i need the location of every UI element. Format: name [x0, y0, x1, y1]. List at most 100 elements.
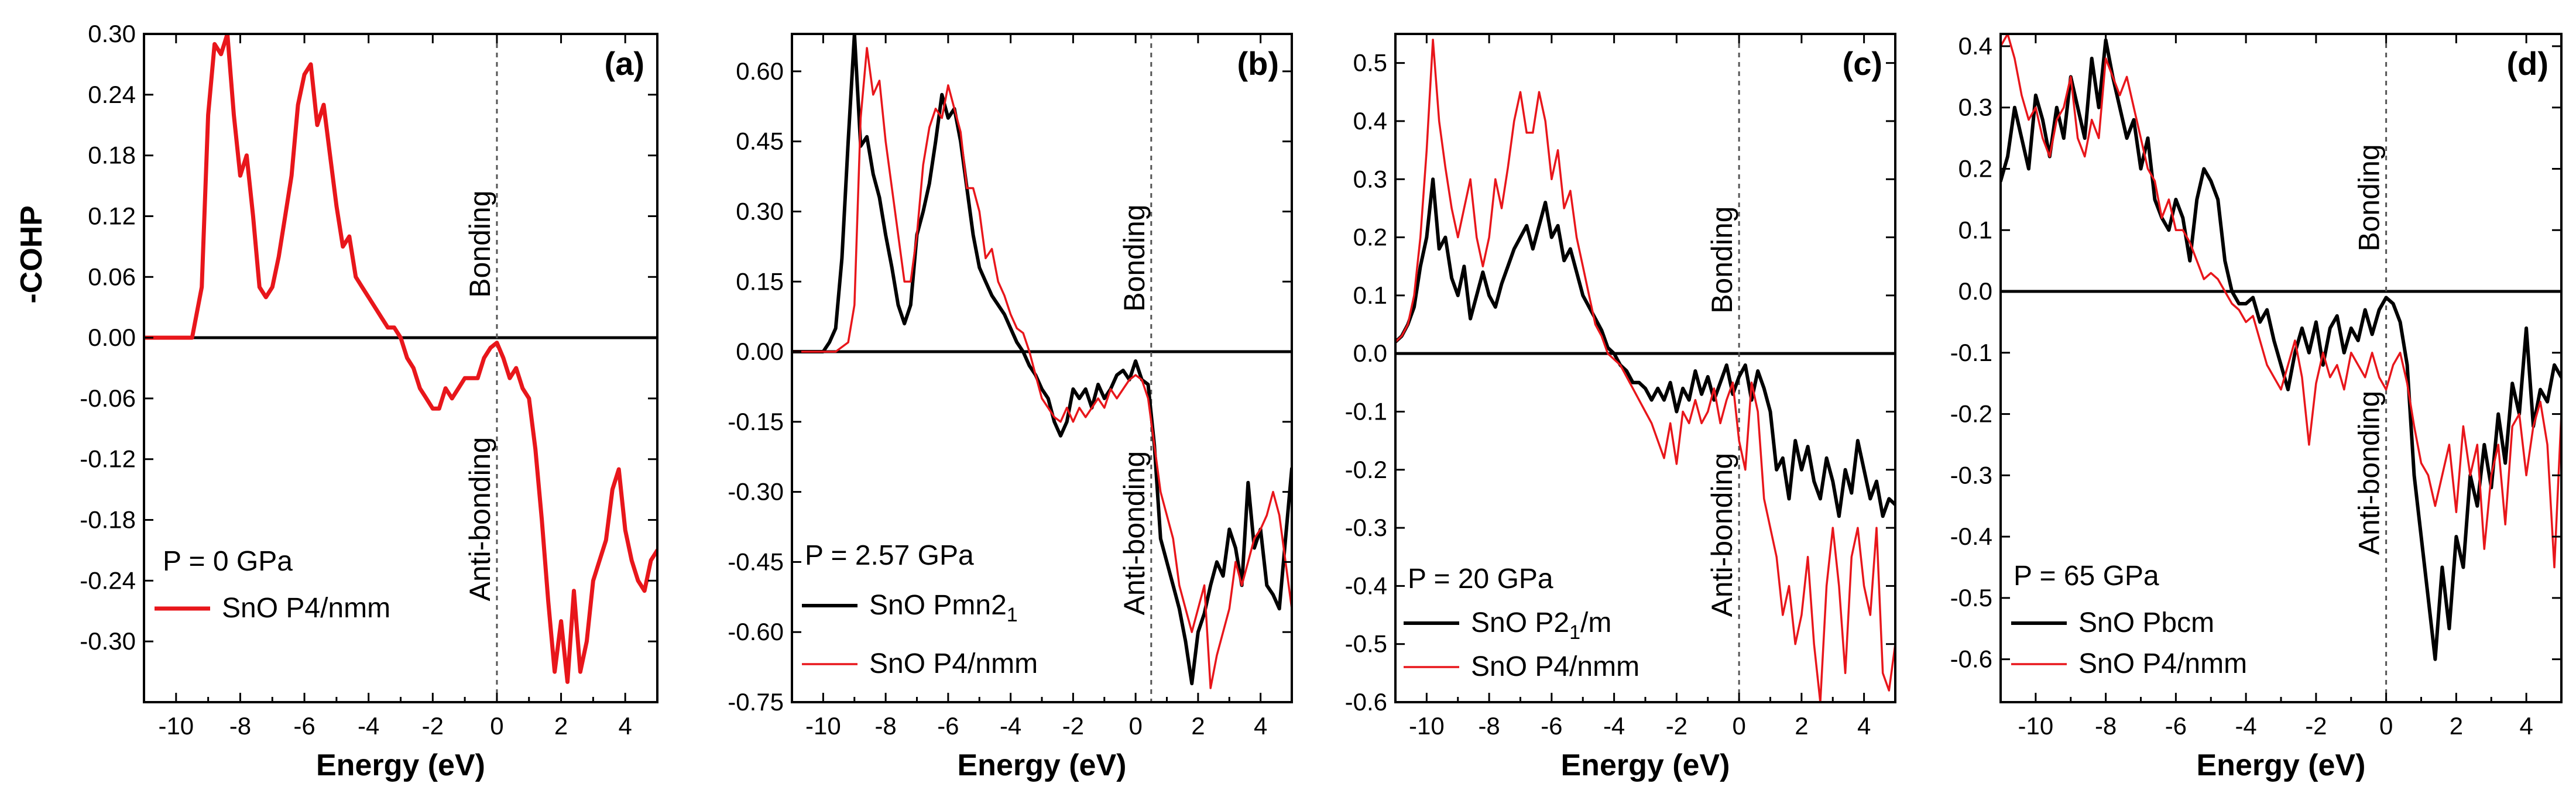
y-tick-label: 0.4 [1958, 32, 1992, 60]
series-line-red [144, 34, 657, 684]
legend-label-main: SnO P4/nmm [869, 648, 1038, 679]
y-tick-label: -0.6 [1950, 645, 1992, 673]
pressure-label: P = 20 GPa [1408, 563, 1553, 594]
x-tick-label: -2 [2305, 712, 2327, 740]
y-tick-label: 0.2 [1353, 224, 1387, 251]
x-tick-label: -4 [2235, 712, 2256, 740]
legend-label-main: SnO P4/nmm [2078, 648, 2247, 679]
legend-label-subscript: 1 [1569, 621, 1580, 644]
y-tick-label: 0.5 [1353, 49, 1387, 77]
series-line-red [1395, 39, 1895, 702]
panel-label: (a) [605, 45, 644, 82]
y-tick-label: -0.5 [1950, 584, 1992, 611]
y-tick-label: 0.06 [88, 263, 136, 290]
series-line-black [792, 34, 1292, 686]
bonding-label: Bonding [464, 190, 496, 298]
y-tick-label: -0.45 [728, 548, 784, 575]
legend-label: SnO P4/nmm [2078, 648, 2247, 679]
y-tick-label: -0.75 [728, 688, 784, 716]
y-tick-label: -0.18 [80, 506, 136, 534]
y-tick-label: 0.4 [1353, 107, 1387, 135]
x-tick-label: -2 [422, 712, 444, 740]
x-tick-label: 2 [1191, 712, 1205, 740]
x-tick-label: -4 [1603, 712, 1625, 740]
x-tick-label: -8 [874, 712, 896, 740]
x-tick-label: -8 [229, 712, 251, 740]
y-tick-label: -0.4 [1345, 572, 1387, 599]
y-tick-label: -0.3 [1345, 514, 1387, 541]
y-tick-label: -0.3 [1950, 461, 1992, 489]
x-tick-label: 4 [619, 712, 632, 740]
legend-label-main: SnO Pbcm [2078, 607, 2214, 638]
y-tick-label: 0.00 [736, 338, 784, 365]
axis-frame [143, 33, 658, 703]
x-tick-label: 2 [554, 712, 568, 740]
series-line-black [1395, 177, 1895, 518]
y-tick-label: -0.2 [1345, 456, 1387, 483]
pressure-label: P = 2.57 GPa [805, 540, 974, 571]
x-tick-label: 0 [490, 712, 503, 740]
y-tick-label: -0.1 [1345, 397, 1387, 425]
y-tick-label: 0.3 [1353, 165, 1387, 193]
x-axis-title: Energy (eV) [2197, 748, 2366, 782]
y-tick-label: 0.00 [88, 324, 136, 351]
y-tick-label: -0.12 [80, 445, 136, 473]
pressure-label: P = 0 GPa [163, 546, 293, 577]
antibonding-label: Anti-bonding [1118, 451, 1151, 616]
legend-label: SnO P4/nmm [869, 648, 1038, 679]
y-tick-label: 0.0 [1353, 339, 1387, 367]
antibonding-label: Anti-bonding [464, 437, 496, 602]
panel-d: -10 -8 -6 -4 -2 0 2 4 0.4 0.3 0.2 0.1 0.0 -0.1 -0.2 -0.… [1950, 32, 2563, 782]
y-tick-label: -0.30 [80, 627, 136, 655]
panel-label: (d) [2506, 45, 2548, 82]
x-tick-label: -2 [1062, 712, 1084, 740]
y-tick-label: 0.0 [1958, 277, 1992, 305]
legend-label-main: SnO Pmn2 [869, 590, 1007, 621]
x-tick-label: -10 [805, 712, 841, 740]
series-line-black [2001, 38, 2561, 661]
antibonding-label: Anti-bonding [1706, 453, 1738, 617]
x-tick-label: 0 [1128, 712, 1142, 740]
bonding-label: Bonding [2353, 144, 2386, 252]
x-tick-label: 0 [2379, 712, 2393, 740]
bonding-label: Bonding [1706, 206, 1738, 314]
x-tick-label: -6 [937, 712, 959, 740]
legend-label-subscript: 1 [1007, 604, 1018, 626]
axis-frame [1394, 33, 1896, 703]
y-tick-label: -0.60 [728, 618, 784, 645]
y-tick-label: 0.3 [1958, 94, 1992, 121]
x-axis-title: Energy (eV) [316, 748, 485, 782]
panel-label: (b) [1237, 45, 1279, 82]
series-line-red [792, 47, 1292, 689]
x-tick-label: -10 [1409, 712, 1445, 740]
y-tick-label: -0.6 [1345, 688, 1387, 716]
y-tick-label: 0.18 [88, 142, 136, 169]
y-tick-label: 0.1 [1958, 216, 1992, 243]
y-tick-label: 0.1 [1353, 281, 1387, 309]
x-tick-label: -10 [158, 712, 194, 740]
y-tick-label: -0.5 [1345, 630, 1387, 658]
x-tick-label: 4 [1254, 712, 1267, 740]
x-tick-label: -2 [1666, 712, 1687, 740]
panel-c: -10 -8 -6 -4 -2 0 2 4 0.5 0.4 0.3 0.2 0.1 0.0 -0.1 -0.2… [1345, 33, 1896, 782]
x-tick-label: 2 [1795, 712, 1808, 740]
x-tick-label: 2 [2450, 712, 2463, 740]
x-tick-label: -4 [358, 712, 379, 740]
y-tick-label: 0.45 [736, 128, 784, 155]
y-tick-label: 0.15 [736, 267, 784, 295]
legend-label: SnO P21/m [1471, 607, 1611, 644]
legend-label-suffix: /m [1580, 607, 1611, 638]
x-axis-title: Energy (eV) [958, 748, 1127, 782]
series-line-red [2001, 34, 2561, 569]
y-tick-label: -0.30 [728, 478, 784, 506]
panel-label: (c) [1843, 45, 1882, 82]
legend-label: SnO P4/nmm [222, 593, 390, 624]
x-tick-label: 4 [1857, 712, 1871, 740]
y-tick-label: -0.4 [1950, 523, 1992, 550]
panel-b: -10 -8 -6 -4 -2 0 2 4 0.60 0.45 0.30 0.15 0.00 -0.15 -… [728, 33, 1293, 782]
x-tick-label: 0 [1732, 712, 1745, 740]
x-tick-label: -8 [2095, 712, 2117, 740]
y-tick-label: 0.30 [88, 20, 136, 47]
x-tick-label: -4 [1000, 712, 1021, 740]
